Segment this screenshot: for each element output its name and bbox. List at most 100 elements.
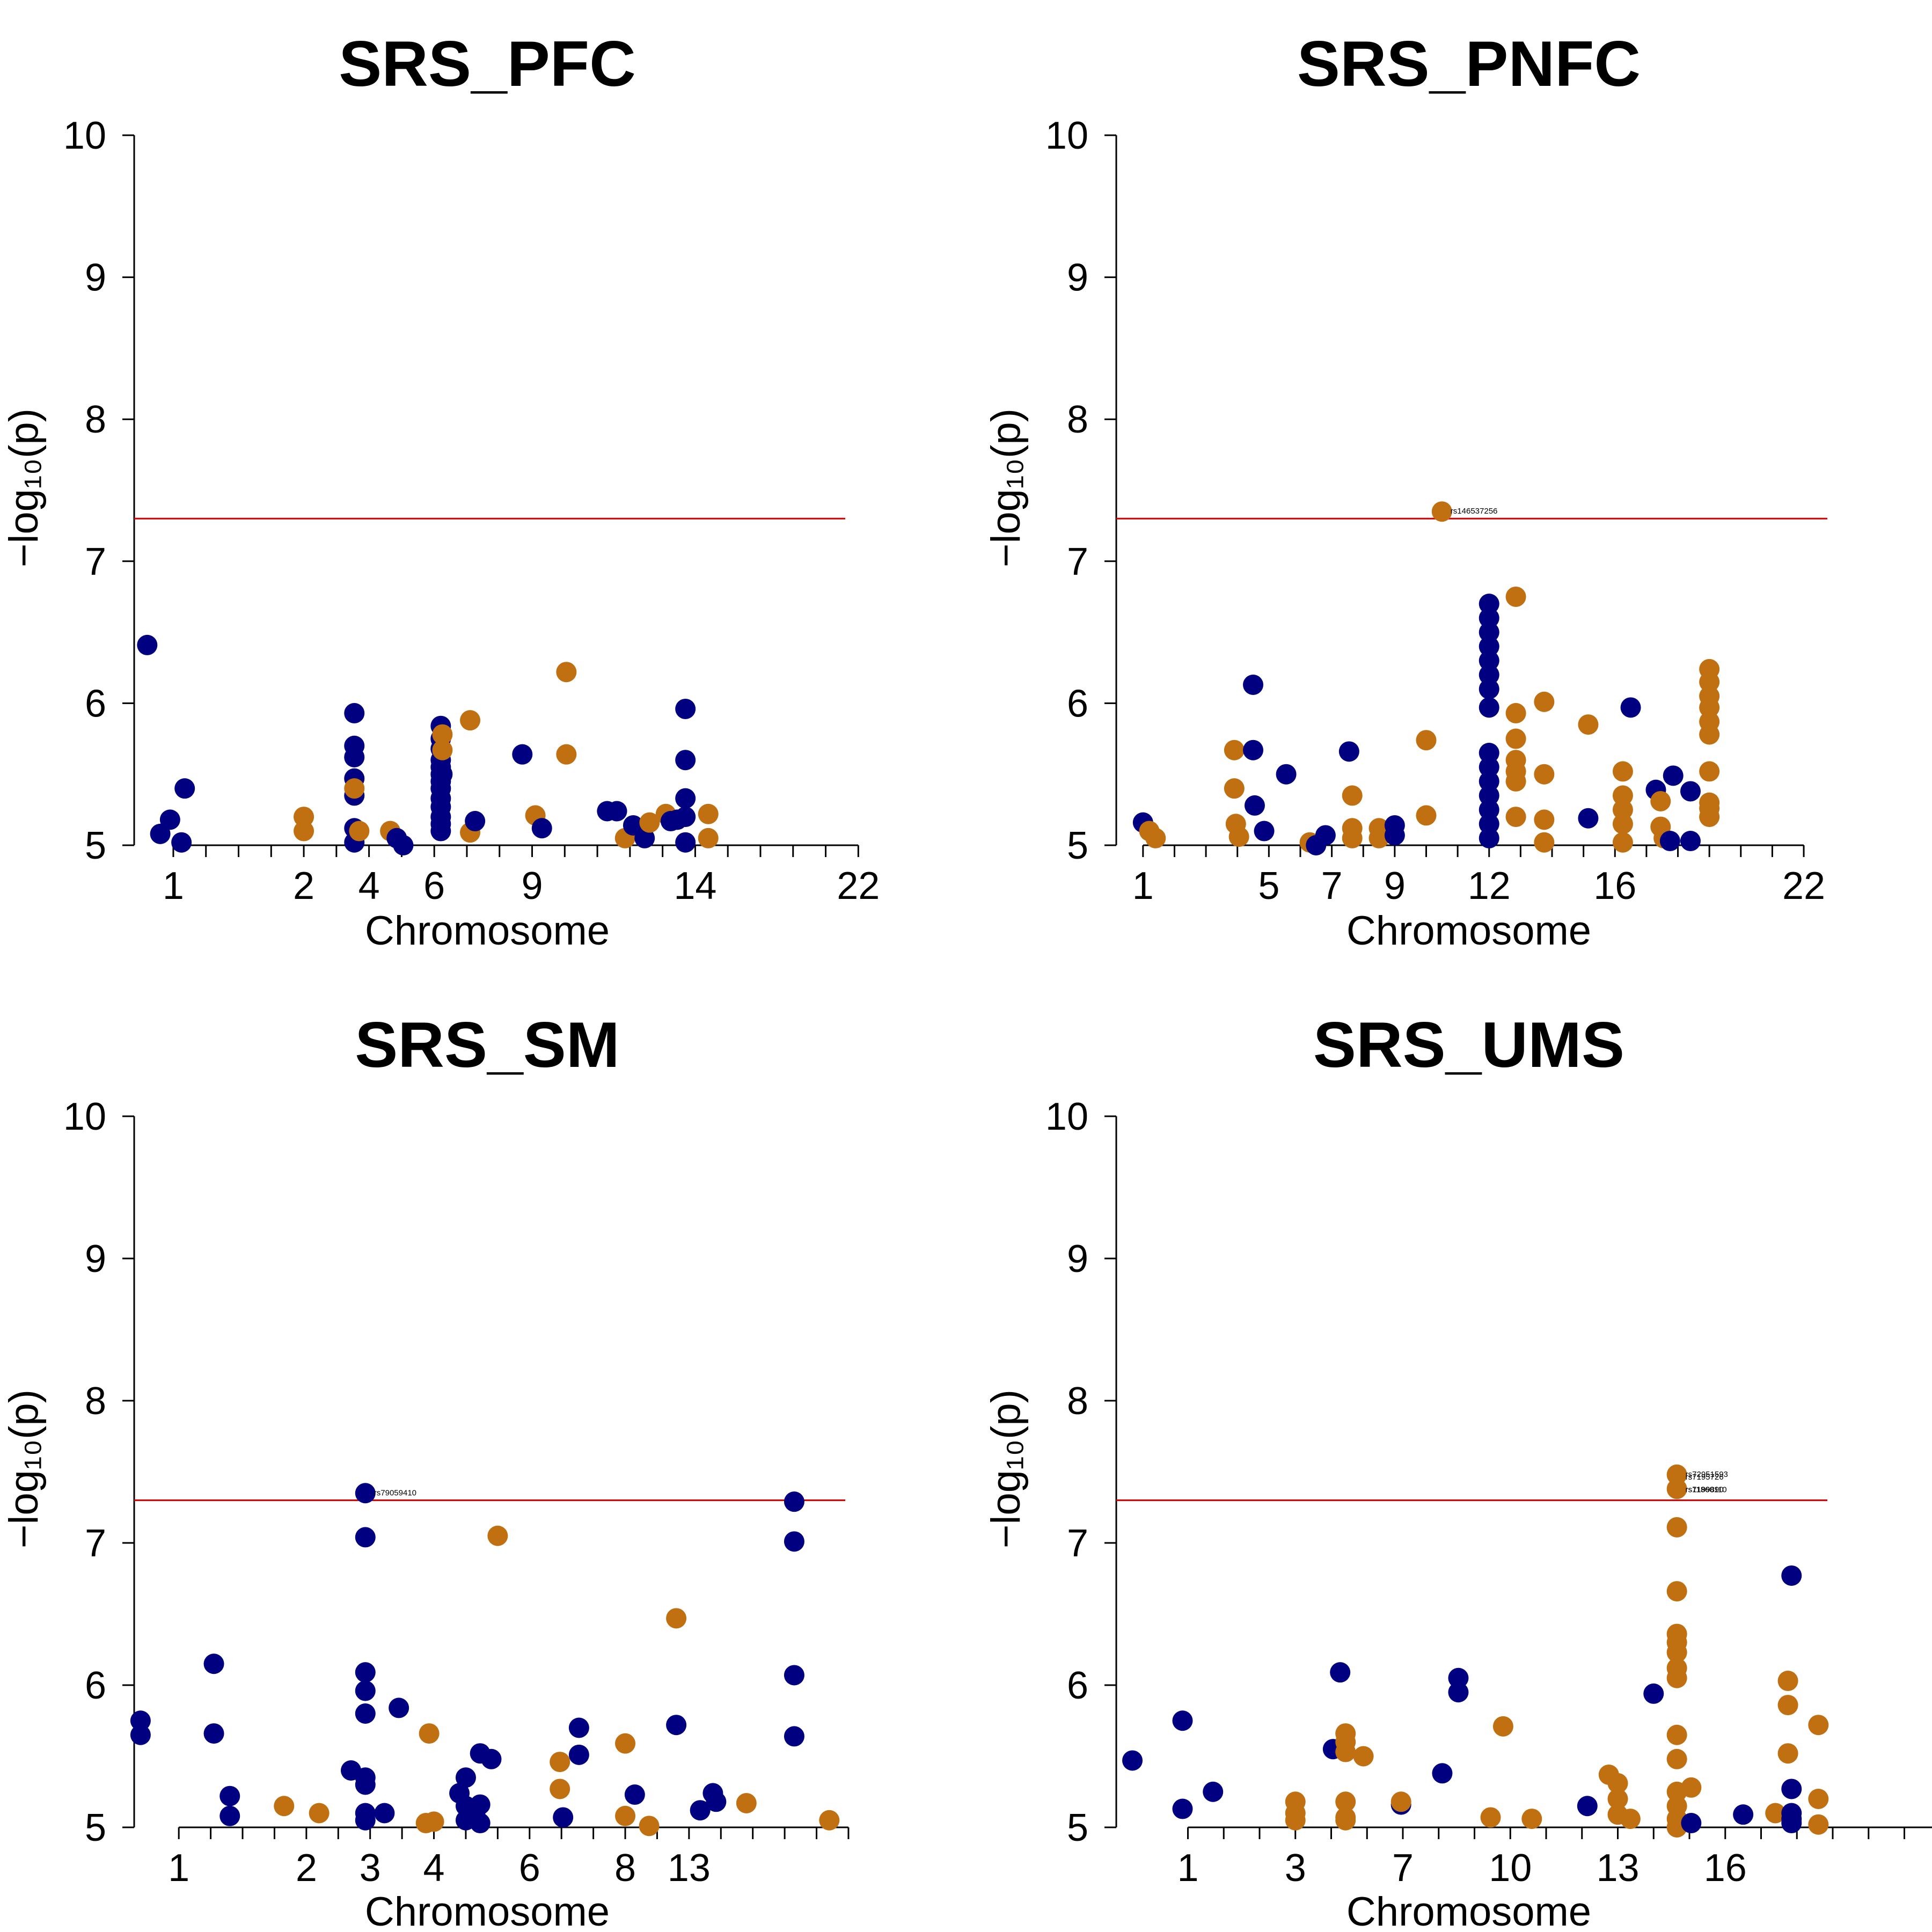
snp-point [1681,1777,1702,1798]
y-tick-label: 10 [63,114,106,157]
snp-point [1432,1763,1453,1784]
snp-point [1666,1479,1687,1499]
snp-point [355,1680,376,1701]
snp-point [374,1803,395,1824]
snp-point [639,1816,660,1836]
x-tick-label: 16 [1593,865,1636,908]
y-tick-label: 6 [85,1664,106,1707]
snp-point [675,807,696,828]
y-axis-ticks: 5 6 7 8 9 10 [1045,1095,1088,1849]
snp-point [706,1791,727,1812]
snp-point [219,1805,240,1826]
y-tick-label: 9 [85,257,106,299]
x-axis-ticks: 1 5 7 9 12 16 22 [1132,845,1825,908]
snp-point [130,1710,151,1731]
snp-point [171,832,192,853]
y-tick-label: 10 [1045,1095,1088,1138]
snp-label: rs11860110 [1686,1485,1727,1494]
data-points [130,1483,840,1836]
snp-point [432,724,453,745]
snp-point [355,1774,376,1795]
snp-point [470,1813,491,1834]
snp-point [344,778,365,799]
y-tick-label: 5 [1067,1806,1088,1849]
plot-title: SRS_PFC [339,28,635,100]
snp-point [455,1767,476,1788]
snp-point [1577,1796,1598,1817]
snp-point [1479,594,1499,614]
snp-point [1733,1804,1754,1825]
snp-point [1777,1671,1798,1692]
snp-point [1505,702,1526,723]
snp-point [1781,1565,1802,1586]
snp-label: rs7199890 [1686,1485,1724,1494]
snp-point [1338,741,1359,762]
snp-label: rs79059410 [374,1488,416,1497]
x-tick-label: 3 [360,1847,381,1890]
snp-point [1666,1667,1687,1688]
x-tick-label: 13 [1596,1847,1639,1890]
snp-point [344,702,365,723]
snp-point [1659,831,1680,852]
x-tick-label: 1 [1177,1847,1198,1890]
snp-point [1534,764,1555,785]
snp-point [419,1723,440,1744]
snp-point [1534,832,1555,853]
snp-point [1353,1746,1374,1767]
snp-point [1612,785,1633,806]
snp-label: rs146537256 [1451,507,1498,516]
snp-point [355,1703,376,1724]
x-axis-ticks: 1 3 7 10 13 16 [1177,1827,1906,1890]
y-axis-label: −log₁₀(p) [983,1389,1029,1548]
snp-point [1699,798,1720,819]
snp-point [1203,1781,1224,1802]
snp-point [1808,1715,1829,1736]
snp-point [203,1653,224,1674]
axes [1104,1115,1932,1828]
snp-point [1479,697,1499,718]
snp-point [393,835,414,855]
y-tick-label: 5 [85,824,106,867]
snp-point [1315,825,1336,846]
x-tick-label: 10 [1489,1847,1532,1890]
snp-point [1578,808,1599,829]
x-tick-label: 2 [296,1847,317,1890]
snp-point [1479,636,1499,657]
y-tick-label: 8 [85,398,106,441]
snp-point [1808,1789,1829,1809]
snp-point [1224,778,1245,799]
snp-point [1276,764,1297,785]
snp-point [1808,1814,1829,1835]
snp-point [1612,832,1633,853]
snp-point [675,788,696,809]
snp-point [1505,771,1526,792]
y-axis-label: −log₁₀(p) [983,408,1029,567]
snp-point [1666,1581,1687,1602]
y-tick-label: 7 [85,540,106,583]
y-axis-ticks: 5 6 7 8 9 10 [63,1095,106,1849]
snp-point [1781,1779,1802,1799]
snp-point [784,1491,804,1512]
snp-point [1663,765,1684,786]
x-tick-label: 1 [163,865,184,908]
snp-point [1480,1807,1501,1828]
snp-point [1416,805,1437,826]
snp-point [615,1805,636,1826]
snp-point [1650,791,1671,811]
x-axis-ticks: 1 2 4 6 9 14 22 [163,845,880,908]
y-tick-label: 6 [85,682,106,725]
snp-point [1330,1662,1351,1683]
snp-point [550,1752,570,1773]
snp-point [355,1483,376,1504]
snp-point [470,1794,491,1815]
snp-point [174,778,195,799]
x-axis-label: Chromosome [1346,1889,1591,1932]
snp-point [349,821,370,841]
snp-point [550,1779,570,1799]
y-tick-label: 8 [85,1380,106,1423]
data-points [1122,1464,1829,1838]
snp-point [624,1784,645,1805]
y-axis-label: −log₁₀(p) [1,408,47,567]
snp-point [1342,828,1363,848]
snp-point [1777,1743,1798,1764]
